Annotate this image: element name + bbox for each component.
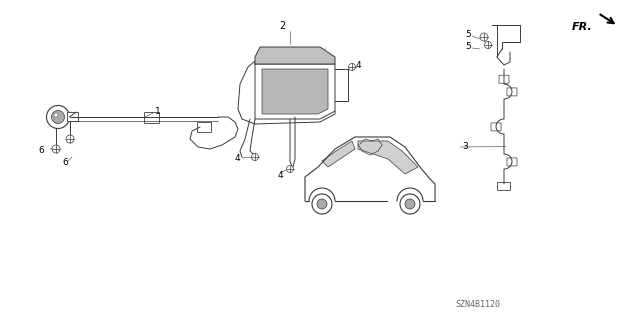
Circle shape xyxy=(480,33,488,41)
FancyBboxPatch shape xyxy=(507,88,517,96)
FancyBboxPatch shape xyxy=(145,113,159,123)
Polygon shape xyxy=(255,64,335,119)
Text: 3: 3 xyxy=(462,143,468,152)
Circle shape xyxy=(52,145,60,153)
Circle shape xyxy=(66,135,74,143)
FancyBboxPatch shape xyxy=(491,123,501,131)
Circle shape xyxy=(312,194,332,214)
Polygon shape xyxy=(262,69,328,114)
Text: 1: 1 xyxy=(155,108,161,116)
Text: 4: 4 xyxy=(277,172,283,181)
Circle shape xyxy=(252,153,259,160)
Circle shape xyxy=(484,41,492,48)
Text: 2: 2 xyxy=(279,21,285,31)
Text: 5: 5 xyxy=(465,42,471,51)
Polygon shape xyxy=(255,47,335,64)
Text: 4: 4 xyxy=(234,154,240,164)
Circle shape xyxy=(317,199,327,209)
FancyBboxPatch shape xyxy=(507,158,517,166)
Circle shape xyxy=(51,110,65,123)
Circle shape xyxy=(287,166,294,173)
Circle shape xyxy=(47,106,70,129)
Text: FR.: FR. xyxy=(572,22,593,32)
Circle shape xyxy=(349,63,355,70)
Polygon shape xyxy=(358,141,418,174)
Text: 4: 4 xyxy=(356,62,362,70)
Text: SZN4B1120: SZN4B1120 xyxy=(455,300,500,309)
FancyBboxPatch shape xyxy=(497,182,511,190)
FancyBboxPatch shape xyxy=(499,75,509,83)
Text: 6: 6 xyxy=(38,146,44,155)
Text: 6: 6 xyxy=(62,159,68,167)
Circle shape xyxy=(400,194,420,214)
Circle shape xyxy=(405,199,415,209)
Text: 5: 5 xyxy=(465,30,471,39)
FancyBboxPatch shape xyxy=(67,113,79,122)
Polygon shape xyxy=(322,141,355,167)
FancyBboxPatch shape xyxy=(198,122,211,132)
Circle shape xyxy=(54,113,58,117)
